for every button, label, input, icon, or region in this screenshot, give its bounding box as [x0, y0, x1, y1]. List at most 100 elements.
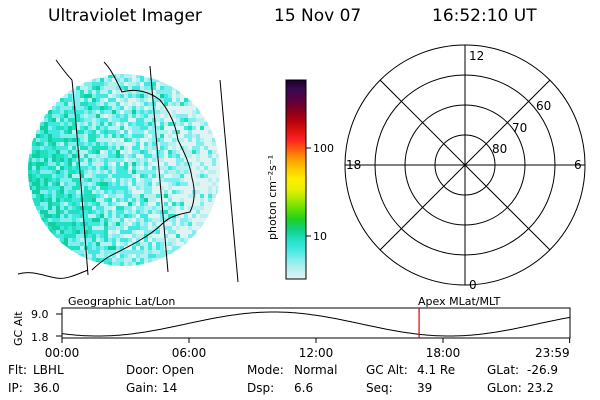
image-pixel: [140, 214, 144, 218]
image-pixel: [56, 190, 60, 194]
image-pixel: [180, 170, 184, 174]
image-pixel: [144, 210, 148, 214]
image-pixel: [84, 234, 88, 238]
image-pixel: [124, 74, 128, 78]
image-pixel: [168, 230, 172, 234]
image-pixel: [84, 218, 88, 222]
image-pixel: [68, 98, 72, 102]
image-pixel: [40, 214, 44, 218]
image-pixel: [188, 206, 192, 210]
image-pixel: [176, 150, 180, 154]
image-pixel: [116, 74, 120, 78]
image-pixel: [168, 242, 172, 246]
image-pixel: [56, 158, 60, 162]
image-pixel: [80, 114, 84, 118]
image-pixel: [172, 250, 176, 254]
image-pixel: [92, 130, 96, 134]
image-pixel: [68, 202, 72, 206]
image-pixel: [72, 166, 76, 170]
image-pixel: [144, 134, 148, 138]
image-pixel: [180, 158, 184, 162]
image-pixel: [112, 106, 116, 110]
image-pixel: [80, 154, 84, 158]
image-pixel: [112, 134, 116, 138]
image-pixel: [48, 182, 52, 186]
image-pixel: [120, 190, 124, 194]
image-pixel: [184, 214, 188, 218]
info-value: Open: [162, 363, 195, 377]
info-label: Gain:: [126, 381, 158, 395]
image-pixel: [36, 194, 40, 198]
image-pixel: [128, 214, 132, 218]
image-pixel: [88, 114, 92, 118]
image-pixel: [136, 122, 140, 126]
image-pixel: [144, 110, 148, 114]
image-pixel: [68, 126, 72, 130]
image-pixel: [160, 122, 164, 126]
image-pixel: [84, 186, 88, 190]
image-pixel: [148, 230, 152, 234]
image-pixel: [152, 250, 156, 254]
image-pixel: [124, 262, 128, 266]
image-pixel: [56, 134, 60, 138]
image-pixel: [116, 258, 120, 262]
image-pixel: [32, 154, 36, 158]
image-pixel: [140, 98, 144, 102]
image-pixel: [84, 206, 88, 210]
image-pixel: [116, 142, 120, 146]
image-pixel: [64, 138, 68, 142]
image-pixel: [64, 186, 68, 190]
image-pixel: [84, 98, 88, 102]
image-pixel: [168, 206, 172, 210]
image-pixel: [120, 178, 124, 182]
image-pixel: [136, 242, 140, 246]
image-pixel: [48, 126, 52, 130]
image-pixel: [60, 166, 64, 170]
image-pixel: [188, 218, 192, 222]
image-pixel: [104, 158, 108, 162]
image-pixel: [52, 186, 56, 190]
image-pixel: [216, 190, 220, 194]
image-pixel: [52, 130, 56, 134]
image-pixel: [36, 134, 40, 138]
image-pixel: [32, 138, 36, 142]
image-pixel: [116, 186, 120, 190]
image-pixel: [200, 118, 204, 122]
image-pixel: [84, 90, 88, 94]
image-pixel: [124, 210, 128, 214]
image-pixel: [84, 190, 88, 194]
image-pixel: [88, 254, 92, 258]
image-pixel: [100, 182, 104, 186]
image-pixel: [84, 210, 88, 214]
image-pixel: [172, 166, 176, 170]
image-pixel: [100, 86, 104, 90]
image-pixel: [68, 102, 72, 106]
image-pixel: [60, 110, 64, 114]
image-pixel: [148, 250, 152, 254]
image-pixel: [72, 186, 76, 190]
image-pixel: [56, 150, 60, 154]
image-pixel: [168, 94, 172, 98]
image-pixel: [56, 178, 60, 182]
image-pixel: [96, 170, 100, 174]
image-pixel: [144, 154, 148, 158]
image-pixel: [112, 150, 116, 154]
image-pixel: [128, 266, 132, 270]
image-pixel: [28, 186, 32, 190]
image-pixel: [100, 94, 104, 98]
image-pixel: [56, 214, 60, 218]
image-pixel: [152, 170, 156, 174]
image-pixel: [184, 126, 188, 130]
image-pixel: [60, 226, 64, 230]
image-pixel: [80, 246, 84, 250]
image-pixel: [68, 106, 72, 110]
image-pixel: [108, 86, 112, 90]
image-pixel: [176, 154, 180, 158]
image-pixel: [196, 138, 200, 142]
image-pixel: [148, 174, 152, 178]
image-pixel: [124, 170, 128, 174]
image-pixel: [72, 146, 76, 150]
image-pixel: [112, 258, 116, 262]
image-pixel: [84, 226, 88, 230]
image-pixel: [28, 170, 32, 174]
